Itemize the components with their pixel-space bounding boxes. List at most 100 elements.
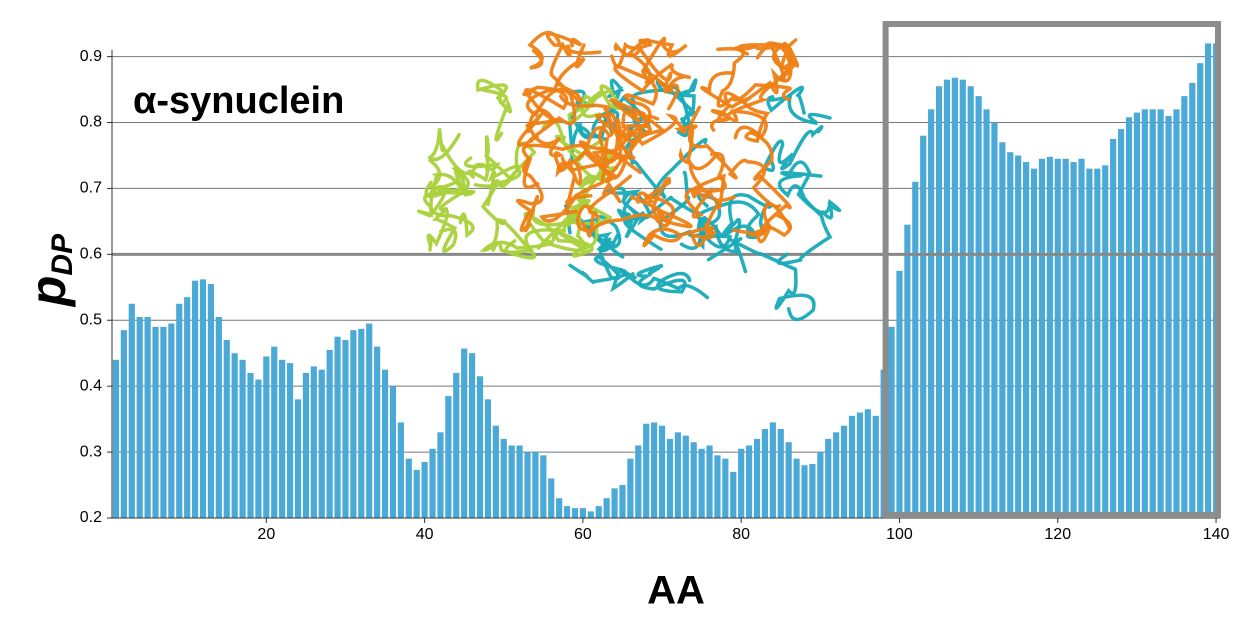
bar: [199, 279, 207, 518]
y-tick-label: 0.7: [80, 180, 102, 197]
protein-strand: [555, 157, 593, 206]
protein-strand: [636, 263, 692, 294]
bar: [1205, 43, 1212, 519]
bar: [389, 386, 397, 518]
bar: [928, 109, 935, 518]
protein-strand: [515, 156, 544, 233]
bar: [1086, 168, 1093, 518]
bar: [453, 372, 460, 518]
protein-strand: [749, 131, 792, 238]
protein-strand: [776, 174, 833, 266]
bar: [1070, 162, 1077, 518]
bar: [975, 96, 982, 519]
bar: [112, 359, 120, 518]
protein-strand: [688, 151, 727, 199]
bar: [176, 303, 183, 518]
protein-strand: [473, 141, 537, 226]
protein-strand: [613, 41, 674, 94]
bar: [999, 142, 1006, 519]
protein-strand: [516, 85, 569, 147]
bar: [801, 465, 808, 518]
bar: [809, 463, 816, 518]
bar: [611, 488, 618, 518]
protein-strand: [427, 128, 490, 183]
bar: [682, 435, 689, 518]
bar: [912, 181, 919, 518]
bar: [413, 469, 420, 518]
bar: [326, 349, 333, 518]
protein-illustration: [417, 30, 842, 322]
y-axis-label-text: pDP: [20, 233, 79, 308]
bar: [152, 326, 159, 518]
bar: [1102, 165, 1109, 518]
bar: [991, 122, 998, 518]
protein-strand: [525, 43, 586, 143]
x-tick-label: 140: [1203, 526, 1230, 543]
bar: [1015, 155, 1022, 518]
bar: [231, 353, 238, 518]
bar: [690, 442, 697, 518]
y-tick-label: 0.6: [80, 246, 102, 263]
bar: [215, 316, 222, 518]
bar: [374, 346, 381, 518]
bar: [1007, 152, 1014, 519]
protein-strand: [479, 218, 552, 260]
bar: [1149, 109, 1156, 518]
protein-strand: [426, 209, 458, 253]
bar: [1062, 158, 1069, 518]
protein-strand: [716, 47, 792, 108]
bar: [239, 359, 246, 518]
y-tick-label: 0.9: [80, 48, 102, 65]
bar: [1046, 156, 1053, 519]
protein-strand: [762, 125, 824, 173]
bar: [532, 452, 539, 518]
protein-strand: [604, 186, 652, 221]
bar: [168, 323, 175, 518]
bar: [294, 399, 302, 518]
bar: [302, 372, 309, 518]
protein-strand: [736, 38, 800, 70]
bar: [508, 445, 515, 518]
x-tick-label: 40: [416, 526, 434, 543]
protein-strand: [766, 85, 832, 126]
bar: [318, 369, 325, 518]
bar: [445, 396, 452, 518]
bar: [279, 359, 286, 518]
bar: [184, 297, 191, 518]
bar: [381, 369, 389, 518]
bar: [1110, 138, 1117, 519]
y-label-main: p: [20, 276, 76, 309]
protein-strand: [560, 131, 648, 180]
bar: [310, 366, 317, 518]
bar: [1023, 162, 1030, 518]
bar: [896, 270, 903, 518]
highlight-box: [882, 21, 1221, 518]
protein-strand: [687, 105, 782, 209]
bar: [674, 432, 681, 518]
bar: [136, 316, 143, 518]
bar: [738, 448, 745, 518]
bar: [1141, 109, 1148, 518]
chart-title: α-synuclein: [133, 80, 344, 122]
bar: [1054, 158, 1061, 518]
bar: [1038, 158, 1046, 518]
y-tick-label: 0.5: [80, 311, 102, 328]
bar: [1117, 129, 1125, 519]
bar: [1094, 168, 1101, 518]
bar: [1078, 158, 1085, 518]
bar: [951, 77, 958, 518]
bar: [524, 452, 531, 518]
bar: [1133, 112, 1140, 518]
bar: [271, 346, 278, 518]
bar: [421, 461, 428, 518]
protein-strand: [527, 30, 583, 70]
protein-strand: [642, 223, 715, 248]
bar: [619, 485, 626, 518]
bar: [207, 284, 215, 518]
bar: [959, 79, 966, 518]
bar: [793, 458, 800, 518]
y-tick-label: 0.8: [80, 114, 102, 131]
bar: [935, 86, 943, 518]
x-tick-label: 100: [886, 526, 913, 543]
bar: [603, 498, 610, 518]
